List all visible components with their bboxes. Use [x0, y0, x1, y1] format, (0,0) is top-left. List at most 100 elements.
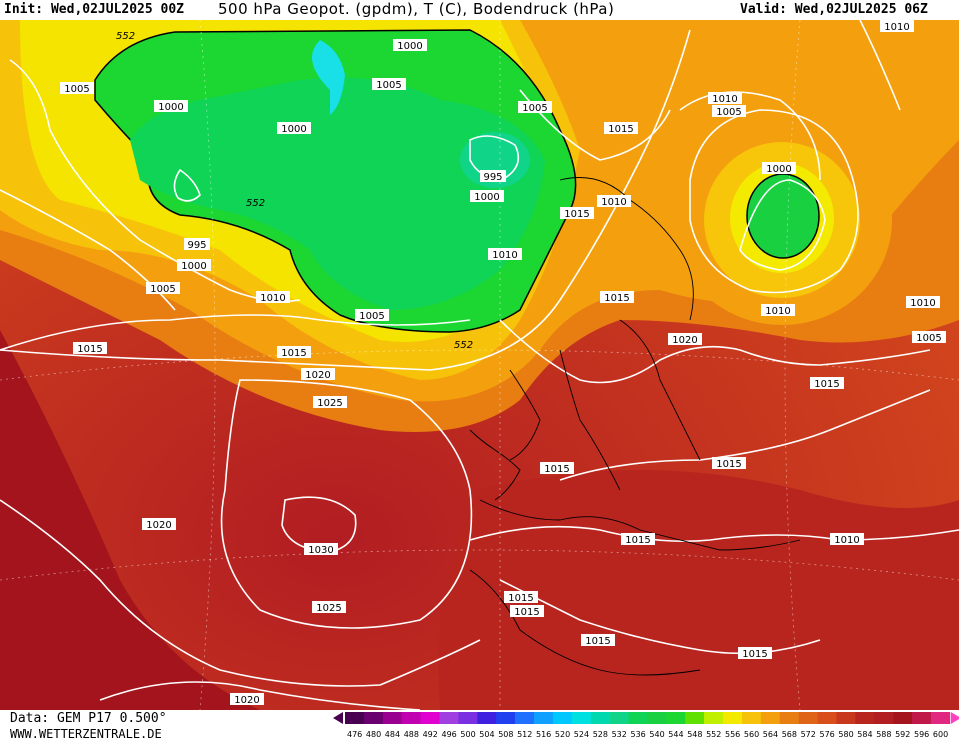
- svg-text:1000: 1000: [181, 261, 206, 272]
- svg-text:1000: 1000: [281, 124, 306, 135]
- scale-label: 508: [498, 730, 513, 739]
- scale-label: 512: [517, 730, 532, 739]
- isobar-label: 1020: [668, 333, 702, 346]
- scale-swatch: [439, 712, 459, 724]
- isobar-label: 1015: [581, 634, 615, 647]
- scale-label: 552: [706, 730, 721, 739]
- deep-warm-sw: [0, 330, 260, 710]
- svg-text:1020: 1020: [146, 520, 171, 531]
- scale-swatch: [836, 712, 856, 724]
- svg-text:995: 995: [483, 172, 502, 183]
- isobar-label: 1015: [277, 346, 311, 359]
- scale-swatch: [345, 712, 365, 724]
- svg-text:1005: 1005: [716, 107, 741, 118]
- scale-swatch: [496, 712, 516, 724]
- isobar-label: 1010: [488, 248, 522, 261]
- scale-label: 480: [366, 730, 381, 739]
- scale-label: 524: [574, 730, 589, 739]
- header-bar: Init: Wed,02JUL2025 00Z 500 hPa Geopot. …: [0, 0, 959, 20]
- isobar-label: 1015: [738, 647, 772, 660]
- svg-text:1015: 1015: [814, 379, 839, 390]
- scale-swatch: [912, 712, 932, 724]
- svg-text:1000: 1000: [158, 102, 183, 113]
- scale-swatch: [666, 712, 686, 724]
- isobar-label: 1005: [518, 101, 552, 114]
- svg-text:1015: 1015: [742, 649, 767, 660]
- polar-trough-inner: [130, 77, 545, 310]
- scale-label: 572: [801, 730, 816, 739]
- scale-label: 492: [423, 730, 438, 739]
- data-source: Data: GEM P17 0.500°: [10, 711, 167, 726]
- isobar-label: 1005: [146, 282, 180, 295]
- svg-text:1015: 1015: [716, 459, 741, 470]
- scale-label: 484: [385, 730, 400, 739]
- isobar-label: 1005: [712, 105, 746, 118]
- scale-swatch: [534, 712, 554, 724]
- cold-pool-norwegian: [460, 132, 530, 188]
- svg-text:1005: 1005: [376, 80, 401, 91]
- init-time: Init: Wed,02JUL2025 00Z: [4, 2, 185, 17]
- isobar-label: 1010: [708, 92, 742, 105]
- svg-text:1005: 1005: [359, 311, 384, 322]
- scale-label: 596: [914, 730, 929, 739]
- svg-text:1015: 1015: [608, 124, 633, 135]
- scale-swatch: [552, 712, 573, 724]
- svg-text:1010: 1010: [765, 306, 790, 317]
- footer: Data: GEM P17 0.500° WWW.WETTERZENTRALE.…: [0, 710, 959, 741]
- isobar-label: 1020: [142, 518, 176, 531]
- scale-swatch: [779, 712, 799, 724]
- isobar-label: 995: [184, 238, 210, 251]
- svg-text:1025: 1025: [316, 603, 341, 614]
- isobar-label: 1015: [504, 591, 538, 604]
- scale-swatches: [345, 712, 951, 724]
- scale-swatch: [628, 712, 648, 724]
- svg-text:1005: 1005: [150, 284, 175, 295]
- scale-swatch: [647, 712, 667, 724]
- scale-swatch: [874, 712, 894, 724]
- svg-text:1000: 1000: [397, 41, 422, 52]
- scale-swatch: [685, 712, 705, 724]
- scale-swatch: [609, 712, 629, 724]
- svg-text:1000: 1000: [474, 192, 499, 203]
- scale-swatch: [401, 712, 421, 724]
- svg-text:1015: 1015: [564, 209, 589, 220]
- svg-text:1020: 1020: [305, 370, 330, 381]
- scale-swatch: [817, 712, 837, 724]
- scale-swatch: [420, 712, 440, 724]
- svg-text:1010: 1010: [260, 293, 285, 304]
- isobar-label: 1025: [312, 601, 346, 614]
- isobar-label: 1015: [560, 207, 594, 220]
- forecast-map: 1000 1005 1005 1000 1000 1005 1010 1005 …: [0, 20, 959, 710]
- isobar-label: 1015: [510, 605, 544, 618]
- svg-text:1030: 1030: [308, 545, 333, 556]
- isobar-label: 1010: [597, 195, 631, 208]
- scale-label: 568: [782, 730, 797, 739]
- scale-label: 556: [725, 730, 740, 739]
- svg-text:1005: 1005: [522, 103, 547, 114]
- graticule: [0, 20, 959, 710]
- valid-time: Valid: Wed,02JUL2025 06Z: [740, 2, 928, 17]
- scale-label: 560: [744, 730, 759, 739]
- geopotential-labels: 552 552 552: [116, 31, 473, 351]
- website-credit: WWW.WETTERZENTRALE.DE: [10, 727, 162, 741]
- scale-label: 476: [347, 730, 362, 739]
- svg-text:1015: 1015: [514, 607, 539, 618]
- scale-label: 536: [631, 730, 646, 739]
- isobar-label: 1010: [906, 296, 940, 309]
- scale-swatch: [760, 712, 780, 724]
- isobar-label: 1000: [393, 39, 427, 52]
- scale-swatch: [930, 712, 951, 724]
- scale-label: 532: [612, 730, 627, 739]
- isobar-label: 1015: [600, 291, 634, 304]
- scale-swatch: [704, 712, 724, 724]
- isobar-label: 1005: [355, 309, 389, 322]
- isobar-label: 995: [480, 170, 506, 183]
- scale-swatch: [741, 712, 762, 724]
- scale-label: 576: [820, 730, 835, 739]
- scale-label: 500: [460, 730, 475, 739]
- scale-label: 504: [479, 730, 494, 739]
- svg-text:1015: 1015: [604, 293, 629, 304]
- isobar-label: 1010: [880, 20, 914, 33]
- scale-label: 488: [404, 730, 419, 739]
